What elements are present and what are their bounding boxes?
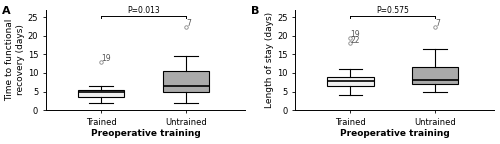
Text: 19: 19 <box>101 54 110 63</box>
Text: A: A <box>2 6 10 16</box>
PathPatch shape <box>412 67 459 84</box>
X-axis label: Preoperative training: Preoperative training <box>340 129 450 138</box>
Text: B: B <box>251 6 260 16</box>
Text: 22: 22 <box>350 36 360 45</box>
X-axis label: Preoperative training: Preoperative training <box>90 129 200 138</box>
PathPatch shape <box>162 71 209 91</box>
PathPatch shape <box>78 90 124 97</box>
Text: 19: 19 <box>350 30 360 39</box>
Text: 7: 7 <box>435 19 440 28</box>
Y-axis label: Time to functional
recovery (days): Time to functional recovery (days) <box>6 19 25 101</box>
Text: P=0.013: P=0.013 <box>127 6 160 15</box>
Y-axis label: Length of stay (days): Length of stay (days) <box>265 12 274 108</box>
Text: P=0.575: P=0.575 <box>376 6 409 15</box>
Text: 7: 7 <box>186 19 191 28</box>
PathPatch shape <box>327 77 374 86</box>
